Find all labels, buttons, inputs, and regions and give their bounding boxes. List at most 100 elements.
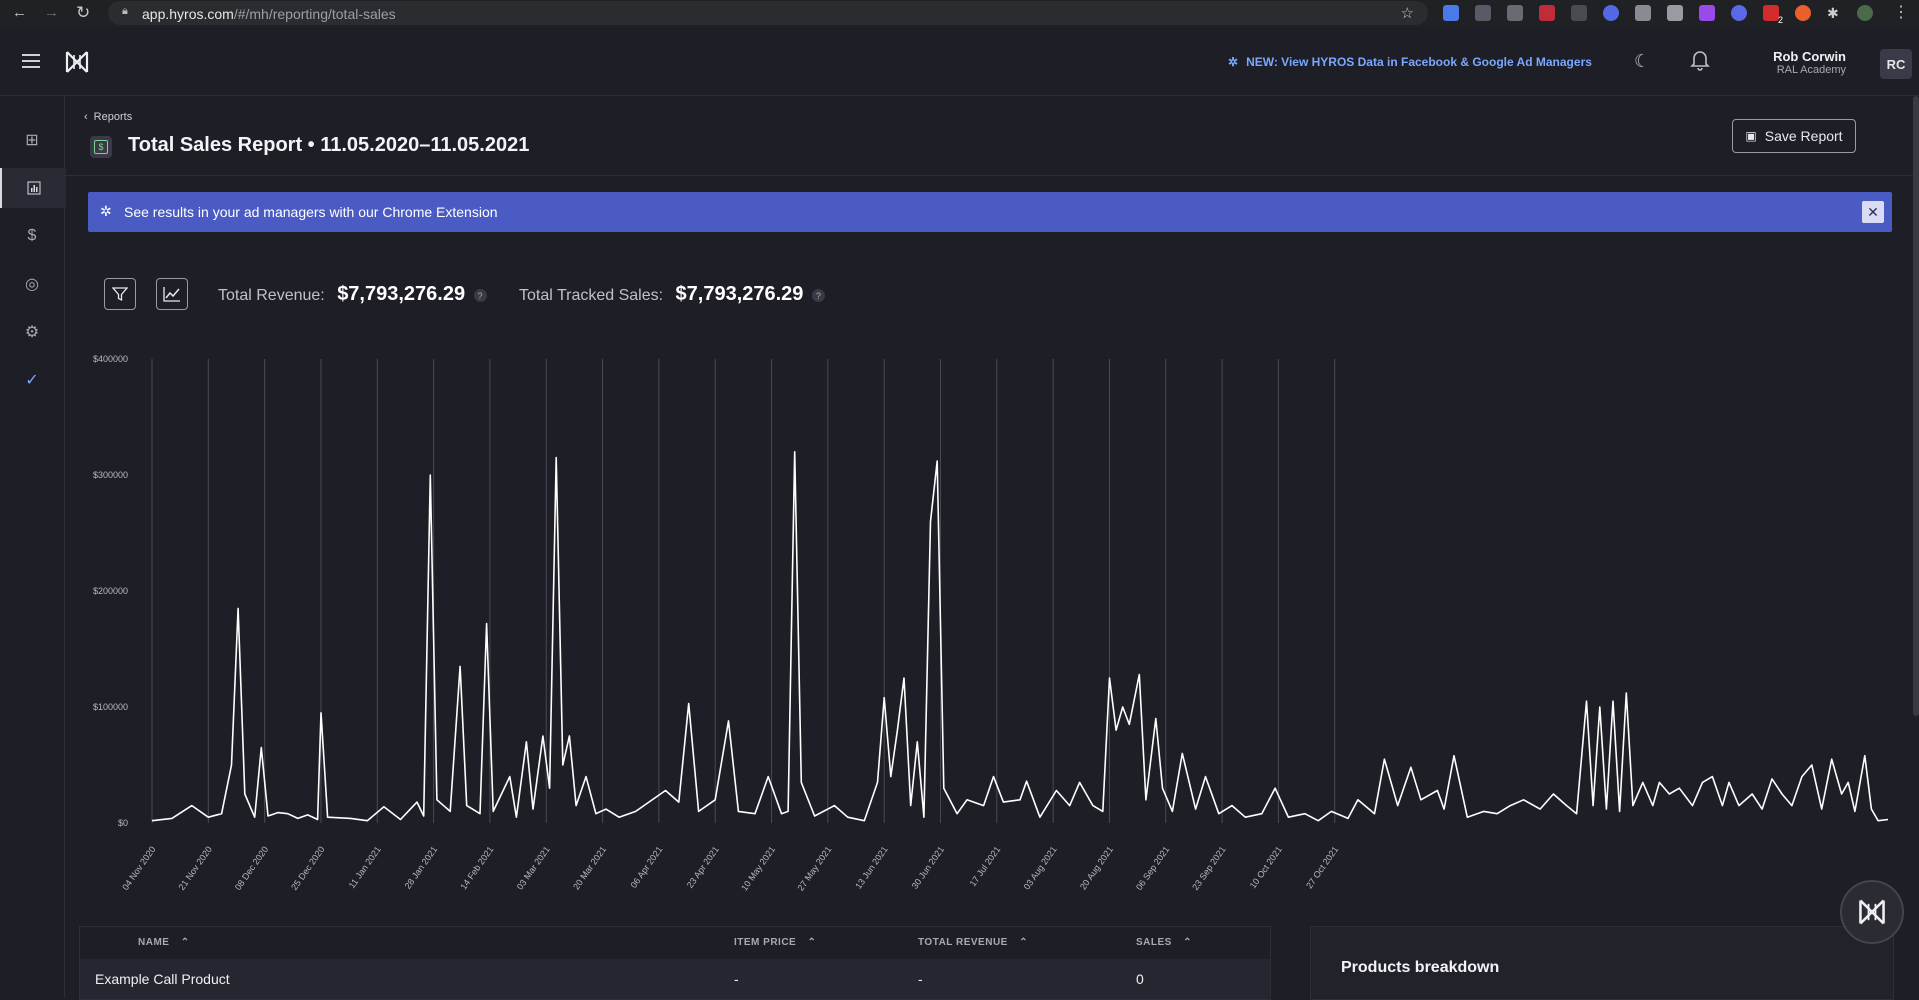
x-tick-label: 06 Sep 2021 — [1134, 844, 1171, 892]
browser-menu-icon[interactable]: ⋮ — [1893, 4, 1909, 21]
x-tick-label: 10 Oct 2021 — [1248, 844, 1284, 890]
row-item-price: - — [734, 971, 739, 987]
sidebar-item-checklist[interactable]: ✓ — [0, 360, 64, 400]
x-tick-label: 28 Jan 2021 — [403, 844, 440, 890]
announcement-link[interactable]: ✲ NEW: View HYROS Data in Facebook & Goog… — [1228, 55, 1592, 69]
extension-icon[interactable] — [1443, 5, 1459, 21]
sidebar-item-settings[interactable]: ⚙ — [0, 312, 64, 352]
profile-avatar-icon[interactable] — [1857, 5, 1873, 21]
dark-mode-moon-icon[interactable]: ☾ — [1634, 51, 1651, 71]
help-icon[interactable]: ? — [811, 289, 825, 303]
save-disk-icon: ▣ — [1745, 129, 1757, 143]
total-tracked-label: Total Tracked Sales: — [519, 287, 664, 304]
notifications-bell-icon[interactable] — [1690, 49, 1710, 76]
y-tick-label: $100000 — [93, 702, 128, 712]
extension-icon[interactable] — [1539, 5, 1555, 21]
x-tick-label: 03 Mar 2021 — [515, 844, 552, 891]
check-circle-icon: ✓ — [25, 372, 39, 389]
gear-icon: ⚙ — [24, 324, 40, 341]
extension-icon[interactable] — [1507, 5, 1523, 21]
extension-icon[interactable] — [1603, 5, 1619, 21]
hyros-help-button[interactable] — [1840, 880, 1904, 944]
total-tracked-value: $7,793,276.29 — [675, 283, 804, 305]
extension-icon[interactable] — [1635, 5, 1651, 21]
dollar-icon: $ — [27, 227, 37, 244]
x-tick-label: 03 Aug 2021 — [1022, 844, 1059, 891]
extension-badge: 2 — [1777, 15, 1783, 25]
breadcrumb[interactable]: ‹ Reports — [84, 111, 133, 123]
sidebar-item-tracking[interactable]: ◎ — [0, 264, 64, 304]
camera-extension-icon[interactable] — [1667, 5, 1683, 21]
save-report-button[interactable]: ▣ Save Report — [1732, 119, 1856, 153]
divider — [64, 175, 1919, 176]
column-header-item-price[interactable]: ITEM PRICE ⌃ — [734, 937, 817, 948]
extension-icon[interactable] — [1731, 5, 1747, 21]
table-row[interactable] — [80, 959, 1270, 999]
x-tick-label: 17 Jul 2021 — [968, 844, 1003, 888]
sort-icon: ⌃ — [807, 937, 817, 948]
puzzle-icon: ✲ — [100, 203, 112, 219]
extension-icon[interactable] — [1795, 5, 1811, 21]
chart-view-button[interactable] — [156, 278, 188, 310]
row-total-revenue: - — [918, 971, 923, 987]
sidebar-item-reports[interactable] — [0, 168, 66, 208]
sort-icon: ⌃ — [1019, 937, 1029, 948]
total-revenue-value: $7,793,276.29 — [337, 283, 466, 305]
bookmark-star-icon[interactable]: ☆ — [1400, 5, 1414, 22]
column-header-total-revenue[interactable]: TOTAL REVENUE ⌃ — [918, 937, 1029, 948]
x-tick-label: 25 Dec 2020 — [289, 844, 326, 892]
chevron-left-icon: ‹ — [84, 111, 88, 123]
sort-icon: ⌃ — [180, 937, 190, 948]
url-text: app.hyros.com/#/mh/reporting/total-sales — [142, 6, 396, 22]
x-tick-label: 06 Apr 2021 — [628, 844, 664, 890]
forward-arrow-icon[interactable]: → — [44, 4, 59, 21]
banner-text[interactable]: See results in your ad managers with our… — [124, 204, 498, 220]
address-bar[interactable]: 🔒︎ app.hyros.com/#/mh/reporting/total-sa… — [108, 1, 1428, 25]
x-tick-label: 20 Aug 2021 — [1078, 844, 1115, 891]
x-tick-label: 27 Oct 2021 — [1304, 844, 1340, 890]
grid-icon: ⊞ — [25, 132, 39, 149]
back-arrow-icon[interactable]: ← — [12, 4, 27, 21]
avatar[interactable]: RC — [1880, 49, 1912, 79]
x-tick-label: 14 Feb 2021 — [458, 844, 495, 891]
sidebar-item-dashboard[interactable]: ⊞ — [0, 120, 64, 160]
close-banner-button[interactable]: ✕ — [1862, 201, 1884, 223]
sidebar-item-sales[interactable]: $ — [0, 216, 64, 256]
puzzle-icon: ✲ — [1228, 55, 1239, 69]
extension-icon[interactable]: 2 — [1763, 5, 1783, 25]
products-breakdown-title: Products breakdown — [1341, 959, 1500, 976]
extension-icon[interactable] — [1699, 5, 1715, 21]
user-name: Rob Corwin — [1773, 49, 1846, 64]
hamburger-menu-icon[interactable] — [22, 53, 42, 74]
hyros-logo-icon[interactable] — [64, 49, 90, 80]
revenue-series-line — [151, 450, 1889, 822]
column-header-name[interactable]: NAME ⌃ — [138, 937, 190, 948]
column-header-sales[interactable]: SALES ⌃ — [1136, 937, 1193, 948]
row-sales: 0 — [1136, 971, 1144, 987]
page-scrollbar[interactable] — [1913, 96, 1919, 716]
sort-icon: ⌃ — [1183, 937, 1193, 948]
extension-icon[interactable] — [1475, 5, 1491, 21]
lock-icon: 🔒︎ — [122, 5, 128, 17]
reload-icon[interactable]: ↻ — [76, 3, 91, 22]
hyros-logo-icon — [1859, 899, 1885, 925]
extension-icon[interactable] — [1571, 5, 1587, 21]
x-tick-label: 21 Nov 2020 — [176, 844, 213, 892]
x-tick-label: 08 Dec 2020 — [233, 844, 270, 892]
x-tick-label: 23 Sep 2021 — [1190, 844, 1227, 892]
help-icon[interactable]: ? — [473, 289, 487, 303]
x-tick-label: 10 May 2021 — [739, 844, 777, 892]
y-tick-label: $0 — [118, 818, 128, 828]
x-tick-label: 13 Jun 2021 — [853, 844, 890, 890]
x-tick-label: 30 Jun 2021 — [910, 844, 947, 890]
y-tick-label: $200000 — [93, 586, 128, 596]
filter-button[interactable] — [104, 278, 136, 310]
total-revenue-label: Total Revenue: — [218, 287, 325, 304]
user-menu[interactable]: Rob Corwin RAL Academy — [1700, 49, 1846, 76]
puzzle-extensions-icon[interactable]: ✱ — [1827, 5, 1839, 21]
user-org: RAL Academy — [1776, 64, 1846, 76]
chrome-extension-banner: ✲ See results in your ad managers with o… — [88, 192, 1892, 232]
row-name: Example Call Product — [95, 971, 230, 987]
x-tick-label: 27 May 2021 — [795, 844, 833, 892]
total-tracked-sales-kpi: Total Tracked Sales: $7,793,276.29 ? — [519, 283, 825, 306]
